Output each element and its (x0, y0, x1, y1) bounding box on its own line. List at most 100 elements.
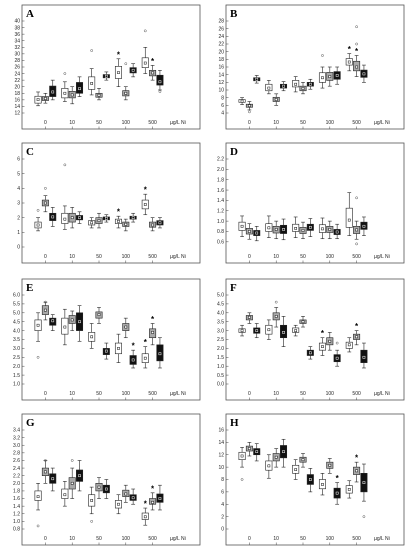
median-marker (274, 228, 278, 231)
box-gray (68, 86, 76, 105)
median-marker (294, 227, 298, 230)
y-tick-label: 6 (221, 490, 224, 496)
box-gray (149, 323, 157, 346)
x-tick-label: 500 (148, 254, 157, 260)
box-white (114, 494, 122, 515)
y-tick-label: 2 (221, 514, 224, 520)
median-marker (255, 450, 259, 454)
median-marker (78, 320, 81, 324)
median-marker (90, 82, 94, 85)
box-gray (68, 467, 76, 499)
median-marker (131, 216, 135, 220)
y-tick-label: 0 (221, 527, 224, 533)
median-marker (335, 491, 339, 495)
y-tick-label: 3.5 (13, 337, 20, 343)
significance-mark: * (117, 50, 121, 59)
median-marker (240, 454, 244, 458)
y-tick-label: 2.2 (13, 473, 20, 479)
median-marker (90, 335, 94, 339)
y-tick-label: 12 (218, 80, 224, 86)
y-tick-label: 38 (14, 25, 20, 31)
significance-mark: * (336, 474, 340, 483)
median-marker (158, 80, 162, 84)
median-marker (143, 61, 147, 65)
box-black (129, 349, 137, 369)
box-gray (326, 66, 334, 87)
box-gray (272, 448, 280, 468)
median-marker (282, 450, 285, 454)
box-gray (149, 217, 157, 232)
box-gray (95, 212, 103, 229)
significance-mark: * (355, 47, 359, 56)
median-marker (347, 488, 351, 491)
box-white (34, 217, 42, 232)
x-tick-label: 10 (69, 536, 75, 542)
box-gray (41, 195, 49, 213)
median-marker (143, 203, 147, 206)
box-white (141, 46, 149, 74)
y-tick-label: 8 (221, 477, 224, 483)
box-black (49, 207, 57, 227)
box-white (34, 91, 42, 107)
y-tick-label: 26 (14, 65, 20, 71)
box-black (76, 305, 84, 342)
box-gray (299, 316, 307, 328)
significance-mark: * (151, 315, 155, 324)
median-marker (347, 218, 351, 222)
y-tick-label: 2.8 (13, 451, 20, 457)
outlier (63, 163, 67, 167)
box-black (333, 66, 341, 85)
x-tick-label: 10 (273, 536, 279, 542)
median-marker (117, 71, 120, 74)
box-gray (326, 458, 334, 474)
y-tick-label: 16 (14, 98, 20, 104)
median-marker (282, 331, 285, 334)
median-marker (70, 216, 74, 220)
y-tick-label: 1.2 (217, 208, 224, 214)
y-tick-label: 28 (218, 19, 224, 25)
y-tick-label: 24 (14, 71, 20, 77)
box-white (141, 346, 149, 369)
panel-frame (21, 413, 201, 546)
outlier (143, 29, 147, 33)
outlier (36, 355, 40, 359)
x-tick-label: 100 (122, 536, 131, 542)
box-white (292, 324, 300, 337)
box-black (156, 217, 164, 229)
box-white (88, 68, 96, 96)
median-marker (362, 224, 366, 228)
y-tick-label: 2.2 (217, 157, 224, 163)
median-marker (308, 82, 312, 86)
median-marker (308, 351, 312, 355)
box-gray (41, 301, 49, 321)
y-tick-label: 1.2 (13, 511, 20, 517)
median-marker (267, 328, 271, 332)
y-tick-label: 20 (218, 49, 224, 55)
box-white (61, 81, 69, 102)
y-tick-label: 1.5 (13, 373, 20, 379)
y-tick-label: 2.0 (217, 346, 224, 352)
median-marker (301, 229, 305, 232)
y-tick-label: 2.0 (217, 167, 224, 173)
panel-label: D (230, 146, 238, 158)
box-black (333, 482, 341, 505)
box-black (102, 71, 110, 81)
box-black (76, 211, 84, 224)
y-tick-label: 28 (14, 58, 20, 64)
x-tick-label: 0 (44, 254, 47, 260)
median-marker (240, 329, 244, 332)
median-marker (151, 500, 154, 504)
median-marker (131, 358, 135, 362)
x-tick-label: 0 (248, 391, 251, 397)
median-marker (335, 230, 339, 234)
x-tick-label: 500 (352, 536, 361, 542)
box-gray (299, 453, 307, 468)
box-black (306, 218, 314, 237)
box-gray (122, 317, 130, 339)
outlier (355, 42, 358, 46)
median-marker (240, 224, 244, 228)
y-tick-label: 1.8 (217, 177, 224, 183)
y-tick-label: 0 (17, 245, 20, 251)
unit-label: µg/L Ni (374, 536, 390, 542)
box-black (102, 342, 110, 360)
